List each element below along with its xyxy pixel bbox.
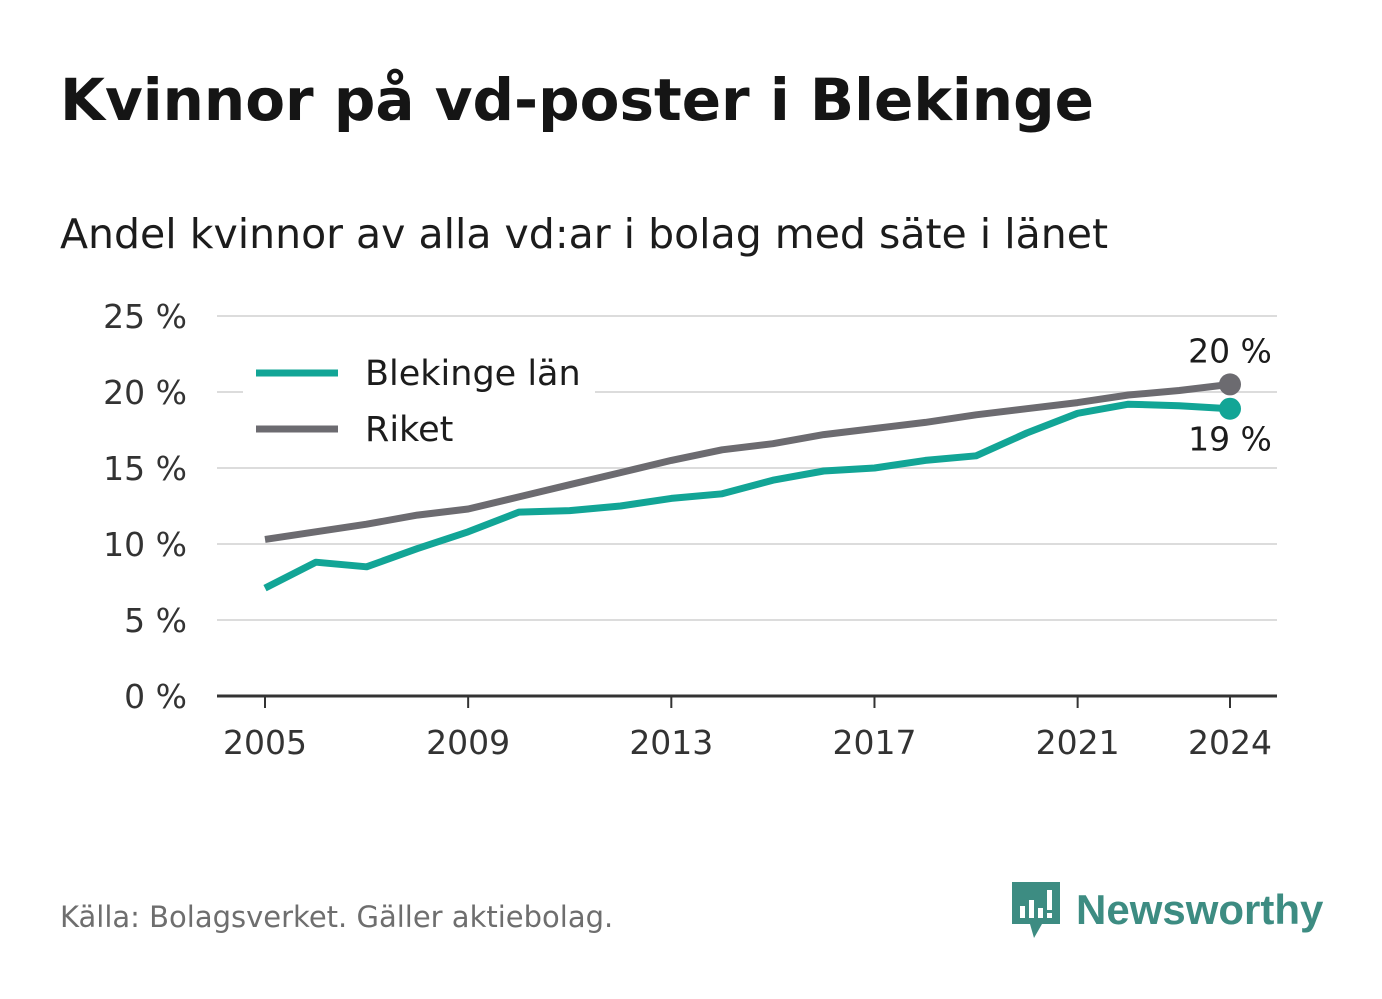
x-axis-ticks: 2005 2009 2013 2017 2021 2024 (223, 696, 1272, 762)
y-tick-label: 25 % (103, 297, 187, 336)
chart-title: Kvinnor på vd-poster i Blekinge (60, 66, 1094, 134)
newsworthy-icon (1012, 882, 1060, 938)
end-marker (1219, 373, 1241, 396)
legend-background (243, 346, 595, 466)
grid-lines (217, 315, 1277, 698)
brand-name: Newsworthy (1076, 886, 1324, 933)
x-tick-label: 2017 (832, 723, 916, 762)
legend-label: Riket (365, 410, 453, 450)
source-note: Källa: Bolagsverket. Gäller aktiebolag. (60, 900, 614, 934)
series-line (263, 400, 1231, 592)
series-line (264, 380, 1231, 543)
x-tick-label: 2013 (629, 723, 713, 762)
end-marker (1219, 397, 1241, 420)
y-tick-label: 10 % (103, 525, 187, 564)
x-tick-label: 2009 (426, 723, 510, 762)
y-axis-ticks: 0 % 5 % 10 % 15 % 20 % 25 % (103, 297, 187, 716)
end-value-label: 19 % (1188, 420, 1272, 459)
x-tick-label: 2021 (1036, 723, 1120, 762)
brand-logo: Newsworthy (1010, 880, 1323, 940)
legend-label: Blekinge län (365, 354, 581, 394)
y-tick-label: 0 % (124, 677, 187, 716)
chart-subtitle: Andel kvinnor av alla vd:ar i bolag med … (60, 210, 1109, 258)
legend: Blekinge län Riket (243, 346, 595, 466)
y-tick-label: 15 % (103, 449, 187, 488)
end-labels: 19 % 20 % (1188, 331, 1272, 458)
series-lines (263, 380, 1231, 592)
end-value-label: 20 % (1188, 331, 1272, 370)
x-tick-label: 2005 (223, 723, 307, 762)
y-tick-label: 20 % (103, 373, 187, 412)
x-tick-label: 2024 (1188, 723, 1272, 762)
y-tick-label: 5 % (124, 601, 187, 640)
